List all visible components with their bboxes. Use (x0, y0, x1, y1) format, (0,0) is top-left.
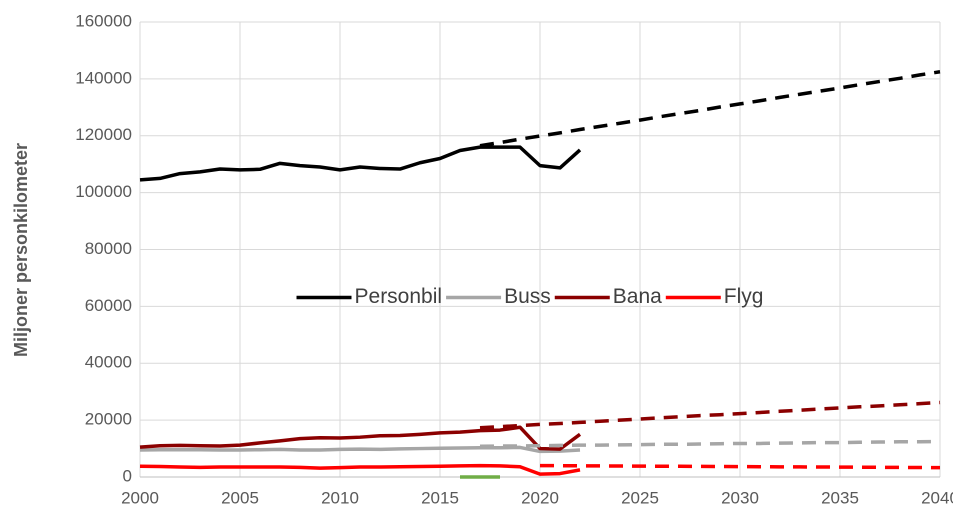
forecast-line (479, 439, 941, 449)
y-tick-label: 60000 (85, 296, 132, 315)
series-line (139, 425, 582, 451)
series-line (139, 463, 581, 476)
y-tick-label: 80000 (85, 239, 132, 258)
legend-label: Buss (504, 285, 551, 308)
x-tick-label: 2020 (521, 488, 559, 507)
forecast-line (479, 70, 941, 148)
forecast-line (539, 463, 941, 470)
y-tick-label: 160000 (75, 11, 132, 30)
y-tick-label: 100000 (75, 182, 132, 201)
y-tick-label: 40000 (85, 353, 132, 372)
x-tick-label: 2035 (821, 488, 859, 507)
grid (139, 21, 941, 478)
series-line (139, 445, 581, 454)
y-tick-label: 0 (123, 466, 132, 485)
y-axis-label: Miljoner personkilometer (11, 143, 31, 357)
x-tick-label: 2040 (921, 488, 953, 507)
lines (139, 70, 941, 479)
x-tick-label: 2000 (121, 488, 159, 507)
legend-label: Bana (613, 285, 662, 308)
legend-label: Personbil (355, 285, 443, 308)
x-tick-label: 2005 (221, 488, 259, 507)
y-tick-label: 20000 (85, 410, 132, 429)
x-tick-label: 2025 (621, 488, 659, 507)
x-tick-label: 2015 (421, 488, 459, 507)
legend-label: Flyg (724, 285, 764, 308)
x-tick-label: 2010 (321, 488, 359, 507)
x-tick-label: 2030 (721, 488, 759, 507)
y-tick-label: 120000 (75, 125, 132, 144)
legend: Personbil Buss Bana Flyg (296, 285, 764, 308)
series-line (139, 145, 582, 182)
y-tick-label: 140000 (75, 68, 132, 87)
forecast-line (479, 400, 941, 430)
